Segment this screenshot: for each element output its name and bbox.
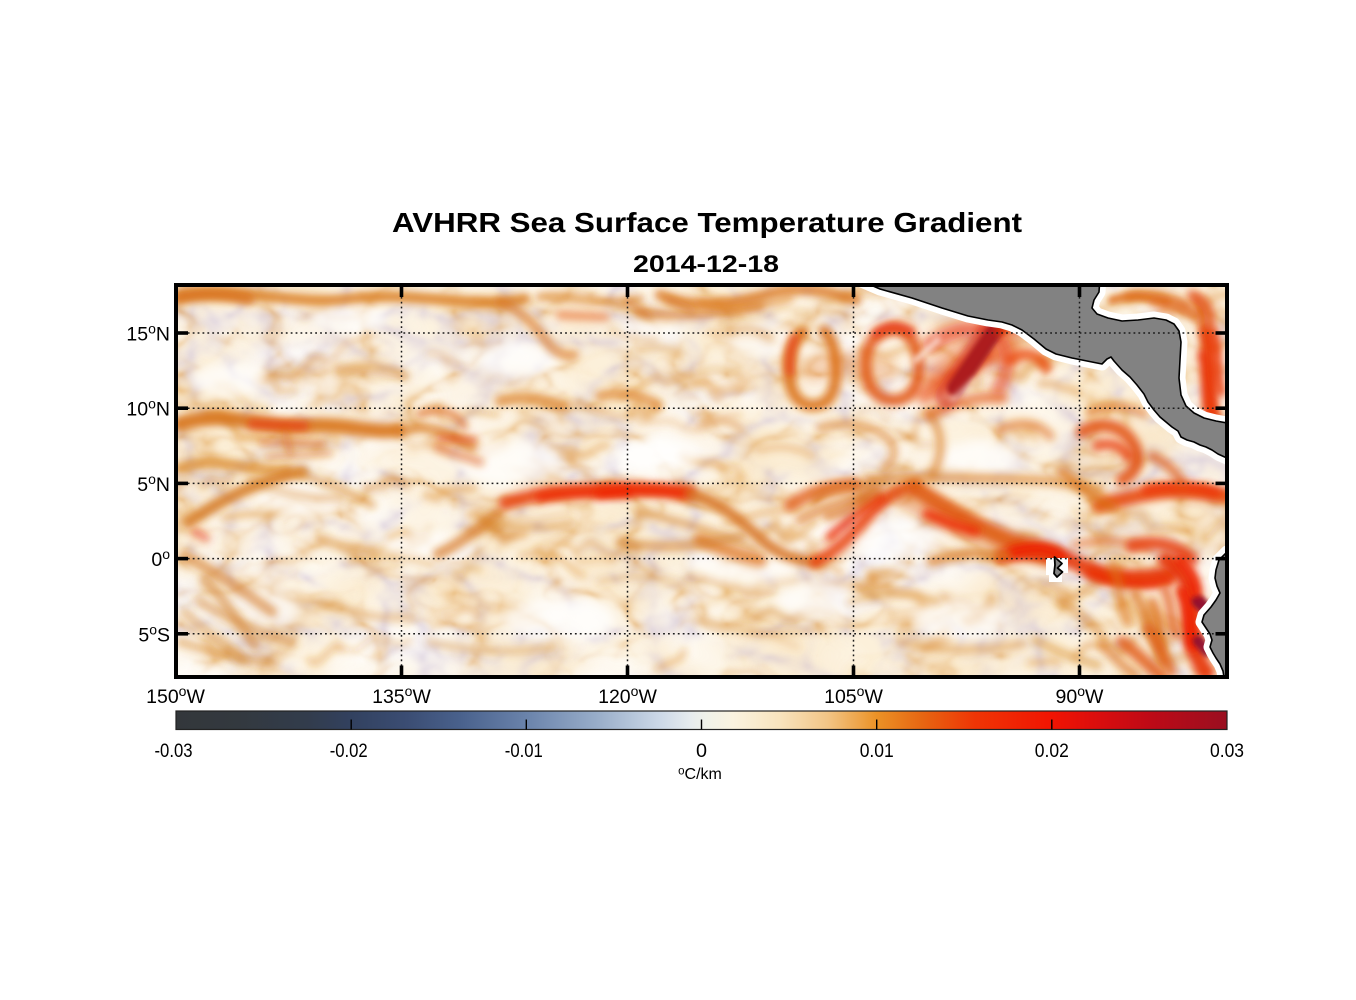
svg-text:0.03: 0.03 [1210,741,1244,762]
svg-text:120oW: 120oW [598,683,657,708]
svg-text:AVHRR Sea Surface Temperature: AVHRR Sea Surface Temperature Gradient [392,207,1022,238]
svg-text:2014-12-18: 2014-12-18 [633,251,779,278]
svg-text:-0.03: -0.03 [155,741,193,762]
svg-text:5oN: 5oN [137,471,170,496]
svg-text:oC/km: oC/km [678,766,722,784]
svg-text:0: 0 [696,741,707,762]
svg-text:105oW: 105oW [824,683,883,708]
svg-text:90oW: 90oW [1056,683,1105,708]
svg-text:0.02: 0.02 [1035,741,1069,762]
svg-text:150oW: 150oW [146,683,205,708]
svg-text:0.01: 0.01 [860,741,894,762]
svg-text:5oS: 5oS [138,621,170,646]
svg-text:-0.01: -0.01 [505,741,543,762]
svg-text:135oW: 135oW [372,683,431,708]
svg-text:-0.02: -0.02 [330,741,368,762]
